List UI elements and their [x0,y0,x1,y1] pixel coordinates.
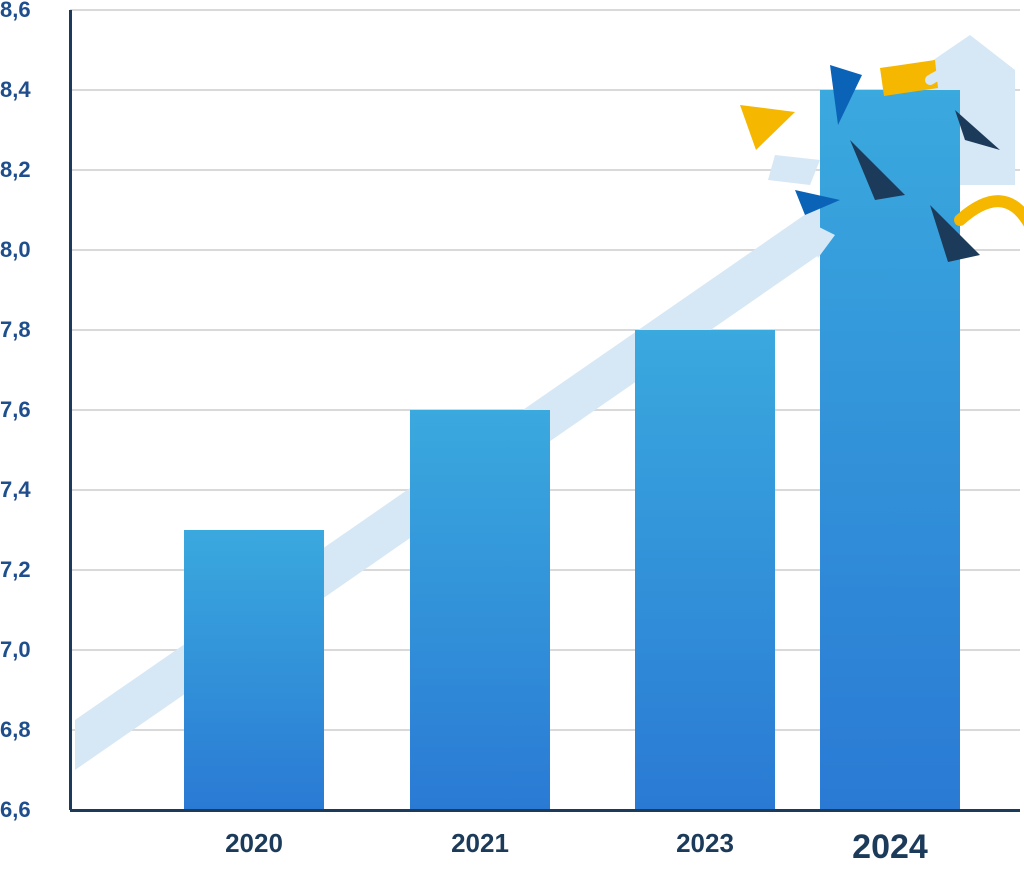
decor-layer [0,0,1024,881]
y-tick-label: 8,4 [0,77,60,103]
x-tick-label: 2023 [676,828,734,859]
confetti-shape [955,110,1000,150]
y-axis [69,10,72,810]
x-tick-label: 2021 [451,828,509,859]
gridline [70,249,1020,251]
gridline [70,329,1020,331]
confetti-shape [740,105,795,150]
y-tick-label: 7,2 [0,557,60,583]
gridline [70,169,1020,171]
y-tick-label: 8,0 [0,237,60,263]
gridline [70,729,1020,731]
gridline [70,649,1020,651]
bar-chart: 6,6 6,8 7,0 7,2 7,4 7,6 7,8 8,0 8,2 8,4 8,6 2020 202… [0,0,1024,881]
gridline [70,569,1020,571]
confetti-shape [930,205,980,262]
confetti-shape [830,65,862,125]
x-axis [70,809,1020,812]
y-tick-label: 7,8 [0,317,60,343]
trend-arrow-head [860,35,1015,185]
gridline [70,489,1020,491]
x-tick-label: 2020 [225,828,283,859]
y-tick-label: 7,4 [0,477,60,503]
confetti-arc [960,201,1024,225]
gridline [70,409,1020,411]
gridline [70,89,1020,91]
bar [410,410,550,810]
y-tick-label: 7,6 [0,397,60,423]
trend-arrow-body [75,135,920,770]
y-tick-label: 8,6 [0,0,60,23]
y-tick-label: 6,6 [0,797,60,823]
y-tick-label: 8,2 [0,157,60,183]
bar [184,530,324,810]
confetti-arc [930,71,985,80]
confetti-shape [805,220,835,258]
confetti-shape [795,190,840,215]
gridline [70,9,1020,11]
y-tick-label: 7,0 [0,637,60,663]
x-tick-label: 2024 [852,828,928,867]
y-tick-label: 6,8 [0,717,60,743]
bar [820,90,960,810]
